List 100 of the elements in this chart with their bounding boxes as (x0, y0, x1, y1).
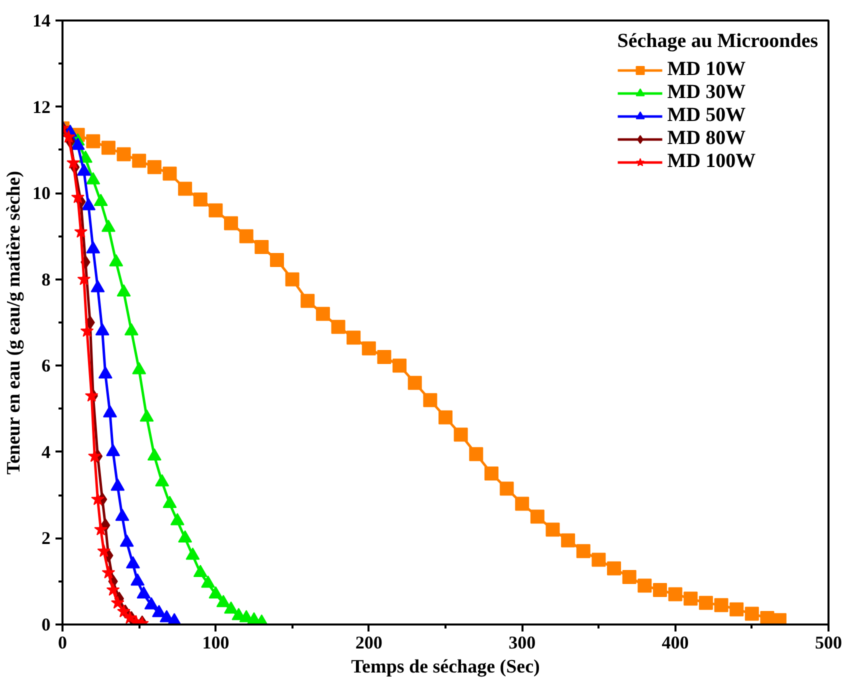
point (362, 341, 376, 356)
point (74, 224, 88, 238)
point (698, 596, 713, 610)
point (208, 586, 223, 599)
point (120, 534, 134, 547)
point (102, 566, 116, 578)
point (438, 410, 452, 424)
point (66, 156, 80, 169)
point (115, 508, 130, 521)
point (84, 388, 98, 402)
point (346, 330, 361, 345)
point (484, 466, 498, 480)
point (454, 428, 468, 442)
point (116, 284, 131, 297)
point (515, 496, 530, 511)
point (178, 530, 192, 542)
point (392, 358, 407, 373)
point (170, 512, 184, 526)
point (546, 522, 560, 537)
point (117, 604, 130, 618)
point (193, 192, 208, 207)
point (193, 564, 208, 577)
point (186, 547, 200, 560)
point (162, 166, 177, 181)
legend-label: MD 50W (667, 104, 746, 127)
point (147, 448, 162, 460)
point (607, 561, 622, 576)
point (132, 154, 146, 168)
y-tick-label: 6 (42, 356, 50, 376)
point (300, 294, 315, 308)
point (224, 601, 238, 614)
point (144, 597, 158, 610)
point (110, 478, 125, 491)
x-tick-label: 300 (508, 632, 536, 652)
point (178, 182, 192, 196)
y-tick-label: 10 (32, 183, 50, 204)
point (91, 492, 104, 506)
point (684, 592, 698, 606)
point (744, 606, 759, 621)
point (530, 510, 544, 524)
point (270, 252, 284, 267)
point (130, 573, 145, 586)
point (576, 544, 590, 558)
y-tick-label: 2 (42, 528, 50, 548)
point (77, 272, 91, 286)
point (116, 147, 131, 162)
y-axis-title: Teneur en eau (g eau/g matière sèche) (4, 170, 24, 474)
y-tick-label: 12 (32, 96, 50, 117)
point (423, 393, 438, 408)
point (152, 604, 166, 618)
point (622, 570, 636, 584)
point (285, 272, 300, 286)
point (668, 587, 682, 602)
point (652, 582, 667, 597)
point (124, 323, 138, 336)
point (94, 522, 108, 536)
legend-label: MD 10W (667, 58, 746, 81)
point (592, 552, 606, 567)
y-tick-label: 4 (42, 442, 50, 462)
point (201, 576, 216, 588)
x-tick-label: 0 (58, 632, 67, 652)
y-tick-label: 8 (42, 269, 50, 290)
legend-title: Séchage au Microondes (617, 30, 818, 53)
point (136, 586, 151, 599)
point (377, 350, 392, 364)
point (86, 134, 100, 148)
point (97, 544, 111, 557)
point (110, 596, 124, 609)
point (155, 474, 170, 486)
legend-label: MD 80W (667, 127, 746, 150)
point (331, 320, 346, 334)
point (62, 130, 76, 143)
point (106, 582, 120, 596)
point (408, 376, 422, 390)
point (132, 362, 146, 374)
point (109, 254, 124, 266)
point (316, 306, 330, 321)
legend-label: MD 30W (667, 81, 746, 104)
point (80, 324, 94, 337)
point (101, 140, 116, 155)
point (147, 160, 162, 174)
point (102, 405, 117, 418)
point (469, 447, 484, 462)
x-tick-label: 500 (815, 632, 842, 652)
point (126, 556, 140, 568)
x-axis-title: Temps de séchage (Sec) (351, 656, 540, 678)
x-tick-label: 100 (202, 632, 230, 652)
point (500, 482, 514, 496)
point (224, 216, 238, 230)
point (730, 602, 744, 616)
point (88, 449, 102, 462)
y-tick-label: 0 (42, 614, 50, 634)
point (239, 229, 254, 244)
point (98, 366, 112, 379)
point (82, 198, 96, 210)
point (714, 598, 728, 612)
point (106, 444, 120, 456)
point (216, 594, 230, 608)
x-tick-label: 400 (662, 632, 689, 652)
point (95, 323, 110, 336)
